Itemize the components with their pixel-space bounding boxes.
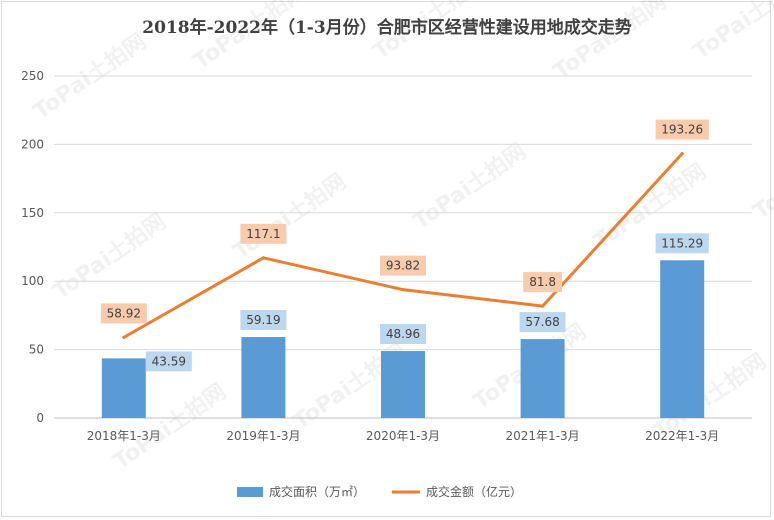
watermark: ToPai土拍网 [749, 128, 774, 225]
legend-label-line: 成交金额（亿元） [426, 484, 522, 499]
bar [381, 351, 425, 418]
bar-data-label-text: 43.59 [152, 354, 186, 368]
bar-data-label-text: 48.96 [386, 327, 420, 341]
bar [520, 339, 565, 418]
watermark-text: ToPai土拍网 [49, 208, 171, 305]
line-data-label-text: 93.82 [386, 259, 420, 273]
line-data-label: 81.8 [523, 272, 562, 293]
legend-item-line: 成交金额（亿元） [392, 484, 522, 499]
line-data-label-box [240, 223, 287, 244]
line-point [122, 335, 126, 339]
bar-data-label-box [240, 310, 287, 331]
legend-swatch-bar [237, 487, 263, 497]
legend-item-bar: 成交面积（万㎡） [237, 484, 365, 499]
watermark-text: ToPai土拍网 [229, 168, 351, 265]
legend: 成交面积（万㎡） 成交金额（亿元） [237, 484, 522, 499]
bar [660, 260, 705, 418]
x-tick-label: 2021年1-3月 [506, 429, 580, 443]
line-data-label-text: 58.92 [107, 306, 141, 320]
line-data-label: 193.26 [655, 119, 709, 140]
bar-data-label-box [380, 324, 426, 345]
watermark: ToPai土拍网 [229, 168, 351, 265]
bar-data-label-text: 57.68 [525, 315, 559, 329]
watermark: ToPai土拍网 [29, 28, 151, 125]
line-point [680, 152, 684, 156]
line-point [261, 256, 265, 260]
y-tick-label: 50 [29, 343, 44, 357]
line-path [122, 152, 684, 339]
y-tick-label: 200 [21, 137, 44, 151]
bar [241, 337, 286, 418]
watermark-text: ToPai土拍网 [549, 0, 671, 85]
x-axis: 2018年1-3月 2019年1-3月 2020年1-3月 2021年1-3月 2022… [87, 429, 720, 443]
line-data-label-box [380, 255, 426, 276]
chart-title: 2018年-2022年（1-3月份）合肥市区经营性建设用地成交走势 [142, 17, 631, 38]
y-axis: 0 50 100 150 200 250 [21, 69, 44, 425]
line-data-label-box [100, 303, 147, 324]
y-tick-label: 150 [21, 206, 44, 220]
watermark: ToPai土拍网 [549, 0, 671, 85]
watermark-text: ToPai土拍网 [29, 28, 151, 125]
watermark: ToPai土拍网 [409, 138, 531, 235]
y-tick-label: 100 [21, 274, 44, 288]
bar-series [101, 260, 705, 418]
line-point [401, 288, 405, 292]
y-tick-label: 0 [36, 411, 44, 425]
x-tick-label: 2020年1-3月 [366, 429, 440, 443]
watermark-text: ToPai土拍网 [749, 128, 774, 225]
x-tick-label: 2018年1-3月 [87, 429, 161, 443]
legend-label-bar: 成交面积（万㎡） [269, 484, 365, 499]
bar-data-label-box [655, 233, 709, 254]
bar-data-label: 115.29 [655, 233, 709, 254]
data-labels: 43.59 59.19 48.96 57.68 115.29 58.92 117.1 93.8… [100, 119, 709, 372]
x-tick-label: 2022年1-3月 [645, 429, 719, 443]
line-data-label: 93.82 [380, 255, 426, 276]
bar-data-label: 48.96 [380, 324, 426, 345]
bar-data-label-text: 59.19 [246, 313, 280, 327]
line-data-label-box [655, 119, 709, 140]
line-point [541, 304, 545, 308]
watermark-text: ToPai土拍网 [689, 0, 774, 65]
watermark: ToPai土拍网 [689, 0, 774, 65]
line-data-label: 117.1 [240, 223, 287, 244]
line-data-label-box [523, 272, 562, 293]
watermark: ToPai土拍网 [49, 208, 171, 305]
y-tick-label: 250 [21, 69, 44, 83]
line-data-label-text: 81.8 [529, 275, 556, 289]
x-tick-label: 2019年1-3月 [226, 429, 300, 443]
bar-data-label: 43.59 [145, 351, 192, 372]
watermark-text: ToPai土拍网 [409, 138, 531, 235]
bar-data-label: 59.19 [240, 310, 287, 331]
line-series [122, 152, 684, 339]
line-data-label: 58.92 [100, 303, 147, 324]
line-data-label-text: 193.26 [661, 123, 703, 137]
bar-data-label-text: 115.29 [661, 236, 703, 250]
bar [101, 358, 146, 418]
bar-data-label: 57.68 [519, 312, 566, 333]
bar-data-label-box [145, 351, 192, 372]
bar-data-label-box [519, 312, 566, 333]
line-data-label-text: 117.1 [246, 227, 280, 241]
